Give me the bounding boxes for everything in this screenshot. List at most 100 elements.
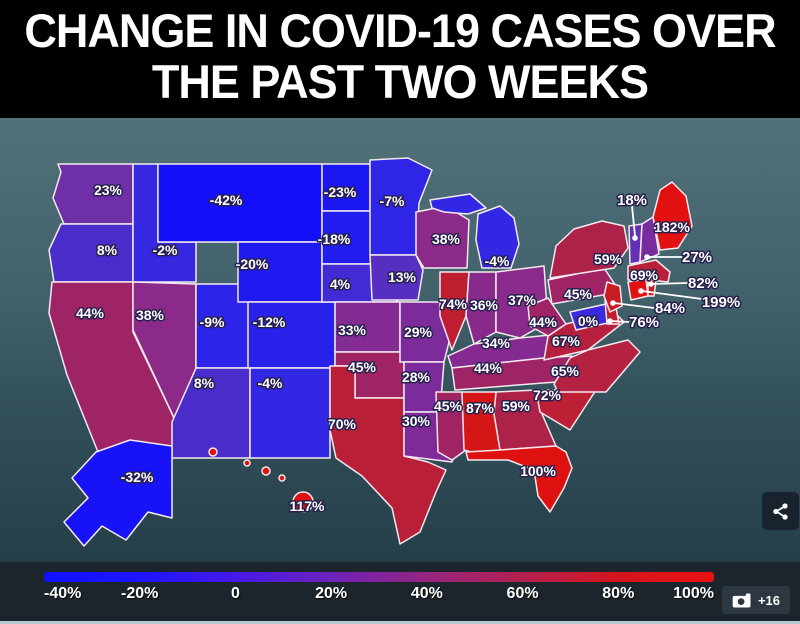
- state-AZ: [171, 367, 251, 459]
- state-HI: [261, 466, 271, 476]
- state-label-GA: 59%: [502, 398, 531, 414]
- state-label-NV: 38%: [136, 307, 165, 323]
- state-label-FL: 100%: [520, 463, 556, 479]
- state-label-SD: -18%: [318, 231, 351, 247]
- state-label-PA: 45%: [564, 286, 593, 302]
- legend-tick: -20%: [121, 585, 159, 602]
- state-MI: [475, 205, 520, 269]
- callout-dot-DE: [607, 318, 613, 324]
- state-MI: [429, 193, 487, 215]
- state-label-NM: -4%: [258, 375, 283, 391]
- state-MA: [627, 259, 671, 283]
- state-label-DE: 76%: [629, 314, 659, 331]
- callout-dot-NH: [644, 254, 650, 260]
- page-title: CHANGE IN COVID-19 CASES OVER THE PAST TW…: [0, 0, 800, 108]
- state-label-RI: 82%: [688, 275, 718, 292]
- legend-tick: -40%: [44, 585, 82, 602]
- state-label-UT: -9%: [200, 314, 225, 330]
- callout-line-NJ: [613, 302, 655, 309]
- state-AK: [63, 439, 173, 547]
- state-label-WY: -20%: [236, 256, 269, 272]
- state-HI: [208, 447, 218, 457]
- state-NJ: [603, 281, 623, 313]
- state-label-ND: -23%: [324, 184, 357, 200]
- camera-icon: [732, 592, 751, 608]
- state-NC: [553, 339, 641, 393]
- callout-line-VT: [631, 205, 636, 237]
- state-HI: [243, 459, 251, 467]
- photo-count: +16: [757, 592, 781, 608]
- legend-tick: 80%: [602, 585, 635, 602]
- title-line-1: CHANGE IN COVID-19 CASES OVER: [24, 3, 776, 58]
- state-label-AL: 87%: [466, 400, 495, 416]
- state-label-MT: -42%: [210, 192, 243, 208]
- state-MS: [435, 391, 467, 461]
- state-TX: [329, 365, 447, 545]
- callout-line-CT: [641, 290, 703, 300]
- state-label-AR: 28%: [402, 369, 431, 385]
- callout-dot-CT: [638, 288, 644, 294]
- legend-tick: 20%: [315, 585, 348, 602]
- state-label-MD: 0%: [578, 313, 599, 329]
- state-label-VT: 18%: [617, 192, 647, 209]
- state-label-NC: 65%: [551, 363, 580, 379]
- state-CO: [247, 301, 336, 369]
- state-label-AZ: 8%: [194, 375, 215, 391]
- state-label-VA: 67%: [552, 333, 581, 349]
- state-label-ME: 182%: [654, 219, 690, 235]
- state-label-KS: 33%: [338, 322, 367, 338]
- legend-tick: 40%: [410, 585, 443, 602]
- state-label-WV: 44%: [529, 314, 558, 330]
- state-label-WI: 38%: [432, 231, 461, 247]
- legend-tick: 60%: [506, 585, 539, 602]
- state-FL: [465, 445, 573, 513]
- state-NH: [639, 216, 660, 263]
- state-label-CT: 199%: [702, 294, 740, 311]
- state-label-MS: 45%: [434, 398, 463, 414]
- title-line-2: THE PAST TWO WEEKS: [151, 54, 649, 109]
- state-HI: [278, 474, 286, 482]
- state-label-CO: -12%: [253, 314, 286, 330]
- state-label-OH: 37%: [508, 292, 537, 308]
- state-IL: [439, 271, 470, 351]
- state-OR: [48, 223, 134, 283]
- state-WV: [527, 297, 567, 337]
- state-label-ID: -2%: [153, 242, 178, 258]
- state-label-TX: 70%: [328, 416, 357, 432]
- state-NM: [249, 367, 331, 459]
- state-label-NJ: 84%: [655, 300, 685, 317]
- state-label-WA: 23%: [94, 182, 123, 198]
- state-HI: [292, 491, 314, 513]
- callout-line-RI: [651, 282, 689, 285]
- state-label-NY: 59%: [594, 251, 623, 267]
- headline-banner: CHANGE IN COVID-19 CASES OVER THE PAST TW…: [0, 0, 800, 118]
- state-label-KY: 34%: [482, 335, 511, 351]
- photo-count-badge[interactable]: +16: [722, 586, 790, 614]
- share-icon: [773, 502, 788, 520]
- state-label-OK: 45%: [348, 359, 377, 375]
- state-label-MA: 69%: [630, 267, 659, 283]
- state-label-HI: 117%: [289, 498, 325, 514]
- state-label-TN: 44%: [474, 360, 503, 376]
- legend-gradient-bar: [44, 572, 714, 582]
- state-label-IL: 74%: [439, 296, 468, 312]
- state-label-IA: 13%: [388, 269, 417, 285]
- callout-dot-VT: [632, 235, 638, 241]
- map-area: 23% 8% 44% -2% 38% -9% 8% -42% -20% -12% -4% -23% -1…: [0, 118, 800, 562]
- state-label-LA: 30%: [402, 413, 431, 429]
- callout-dot-RI: [648, 281, 654, 287]
- legend-tick: 0: [230, 585, 240, 602]
- state-label-NE: 4%: [330, 276, 351, 292]
- share-button[interactable]: [762, 492, 799, 530]
- state-label-MN: -7%: [380, 193, 405, 209]
- state-label-OR: 8%: [97, 242, 118, 258]
- state-label-IN: 36%: [470, 297, 499, 313]
- state-NY: [549, 220, 629, 279]
- page-bottom-edge: [0, 621, 800, 624]
- state-label-SC: 72%: [533, 387, 562, 403]
- us-map: 23% 8% 44% -2% 38% -9% 8% -42% -20% -12% -4% -23% -1…: [48, 157, 742, 547]
- state-label-NH: 27%: [682, 249, 712, 266]
- state-label-CA: 44%: [76, 305, 105, 321]
- state-label-MI: -4%: [485, 253, 510, 269]
- state-WY: [237, 241, 323, 303]
